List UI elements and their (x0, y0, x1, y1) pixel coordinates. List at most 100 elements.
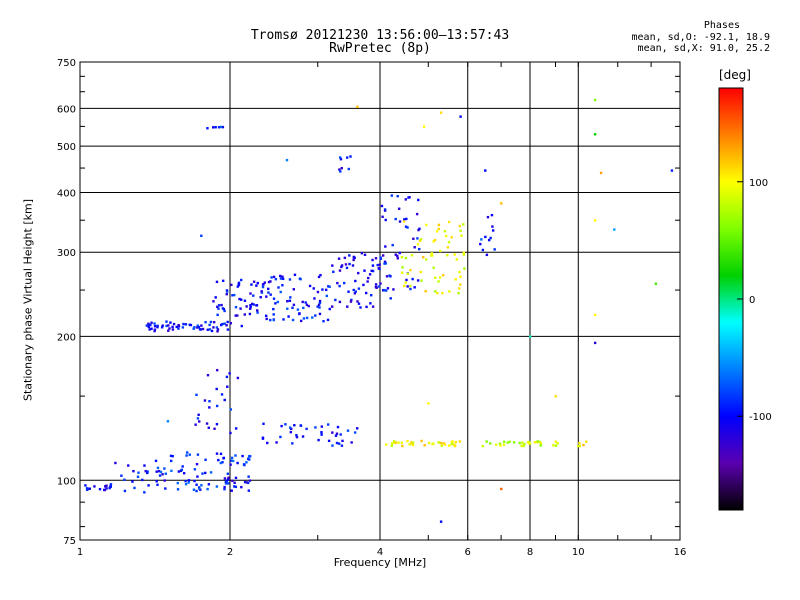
scatter-point (230, 489, 233, 492)
scatter-point (439, 249, 442, 253)
scatter-point (529, 335, 532, 338)
scatter-point (425, 223, 428, 227)
scatter-point (226, 478, 230, 481)
scatter-point (223, 488, 226, 491)
scatter-point (670, 169, 674, 172)
scatter-point (355, 427, 359, 430)
scatter-point (317, 275, 321, 279)
scatter-point (234, 476, 238, 480)
scatter-point (585, 440, 588, 443)
scatter-point (292, 288, 295, 291)
scatter-point (249, 305, 252, 309)
scatter-point (206, 487, 209, 491)
scatter-point (327, 285, 330, 288)
scatter-point (267, 291, 270, 294)
scatter-point (239, 307, 242, 310)
scatter-point (353, 256, 356, 260)
scatter-point (212, 320, 216, 324)
scatter-point (277, 286, 280, 289)
scatter-point (136, 475, 140, 478)
scatter-point (272, 297, 276, 300)
scatter-point (212, 326, 215, 329)
y-tick-label: 100 (57, 476, 76, 487)
scatter-point (164, 487, 167, 490)
y-axis-label: Stationary phase Virtual Height [km] (21, 198, 35, 402)
scatter-point (494, 443, 498, 446)
scatter-point (286, 300, 289, 303)
scatter-point (340, 265, 343, 269)
scatter-point (215, 422, 219, 426)
scatter-point (441, 291, 444, 295)
scatter-point (368, 273, 372, 276)
scatter-point (240, 324, 243, 328)
y-tick-label: 400 (57, 188, 76, 199)
scatter-point (339, 170, 342, 173)
scatter-point (371, 305, 375, 308)
scatter-point (187, 481, 190, 484)
scatter-point (410, 441, 413, 444)
scatter-point (293, 424, 296, 427)
scatter-point (305, 303, 309, 307)
scatter-point (439, 441, 442, 445)
scatter-point (582, 443, 585, 447)
scatter-point (103, 488, 107, 492)
scatter-point (406, 226, 409, 229)
scatter-point (390, 444, 394, 447)
scatter-point (369, 302, 372, 305)
scatter-point (367, 276, 370, 280)
scatter-point (330, 305, 334, 308)
scatter-point (227, 482, 230, 485)
scatter-point (340, 264, 344, 267)
scatter-point (437, 280, 440, 283)
scatter-point (349, 300, 353, 303)
scatter-point (234, 427, 238, 430)
scatter-point (170, 469, 173, 473)
scatter-point (521, 441, 524, 444)
scatter-point (220, 303, 223, 307)
scatter-point (390, 194, 394, 197)
scatter-point (403, 218, 406, 221)
scatter-point (411, 277, 414, 281)
scatter-point (314, 314, 317, 317)
scatter-point (171, 454, 174, 458)
scatter-point (383, 209, 387, 212)
scatter-point (593, 98, 597, 102)
scatter-point (223, 322, 226, 325)
scatter-point (255, 304, 259, 307)
scatter-point (157, 469, 161, 473)
scatter-point (298, 312, 301, 316)
scatter-point (221, 461, 224, 464)
scatter-point (216, 328, 220, 331)
scatter-point (404, 198, 407, 201)
scatter-point (342, 281, 346, 285)
scatter-point (396, 254, 399, 258)
scatter-point (269, 318, 272, 322)
scatter-point (243, 480, 247, 484)
scatter-point (145, 324, 149, 327)
axis-ticks: 1 2 4 6 8 10 16 75 100 200 300 400 500 600 750 (57, 58, 686, 558)
scatter-point (279, 290, 282, 294)
scatter-point (318, 299, 322, 303)
scatter-point (383, 288, 386, 292)
scatter-point (345, 156, 349, 159)
scatter-point (225, 324, 228, 327)
scatter-point (420, 279, 423, 282)
scatter-point (231, 479, 234, 482)
scatter-point (613, 228, 616, 231)
scatter-point (176, 481, 179, 485)
scatter-point (353, 292, 357, 295)
scatter-point (272, 307, 275, 311)
scatter-point (219, 452, 223, 456)
scatter-point (234, 454, 237, 457)
scatter-point (229, 408, 233, 411)
scatter-point (153, 322, 156, 325)
scatter-point (427, 402, 430, 405)
scatter-point (485, 440, 488, 443)
scatter-point (419, 270, 422, 274)
scatter-point (480, 238, 483, 241)
scatter-point (245, 481, 248, 484)
scatter-point (288, 278, 292, 281)
scatter-point (381, 254, 385, 257)
scatter-point (430, 252, 434, 255)
scatter-point (252, 280, 256, 283)
